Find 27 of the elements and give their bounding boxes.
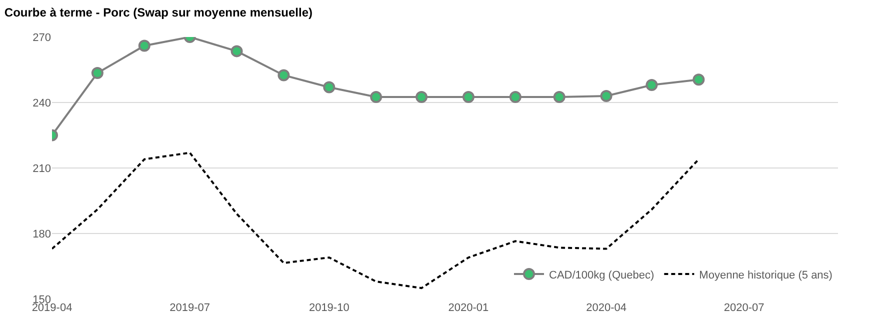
legend-label: Moyenne historique (5 ans) [699, 269, 832, 282]
point [692, 74, 705, 86]
point [323, 81, 336, 94]
x-tick-label: 2020-07 [724, 302, 764, 314]
x-tick-label: 2019-07 [170, 302, 210, 314]
point [370, 91, 382, 104]
point [462, 91, 474, 104]
y-tick-label: 270 [32, 32, 51, 44]
point [553, 91, 566, 104]
x-tick-label: 2020-04 [586, 302, 626, 314]
point [230, 45, 243, 58]
point [138, 40, 150, 52]
legend-label: CAD/100kg (Quebec) [549, 269, 654, 282]
x-tick-label: 2020-01 [448, 302, 489, 314]
point [646, 79, 658, 92]
chart-title: Courbe à terme - Porc (Swap sur moyenne mensuelle) [4, 6, 313, 20]
point [91, 67, 104, 80]
point [416, 91, 428, 104]
point [600, 90, 612, 102]
y-tick-label: 180 [32, 228, 51, 240]
line-series [52, 152, 700, 290]
x-tick-label: 2019-04 [32, 302, 72, 314]
y-tick-label: 240 [32, 97, 51, 110]
point [509, 91, 522, 104]
x-tick-label: 2019-10 [308, 302, 350, 314]
point [278, 69, 290, 82]
y-tick-label: 210 [32, 162, 51, 175]
